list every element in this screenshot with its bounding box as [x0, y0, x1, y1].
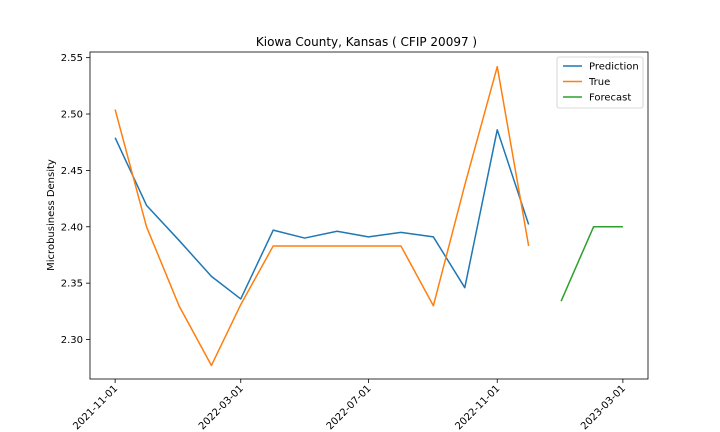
legend-label-true: True [588, 77, 610, 88]
x-axis: 2021-11-01 2022-03-01 2022-07-01 2022-11-01… [71, 379, 628, 432]
legend-box [556, 56, 644, 109]
y-tick-label: 2.35 [61, 279, 83, 290]
x-tick-label: 2022-07-01 [325, 383, 374, 432]
y-axis-label: Microbusiness Density [46, 159, 57, 271]
series-line-forecast [560, 226, 623, 302]
y-axis: 2.30 2.35 2.40 2.45 2.50 2.55 [61, 53, 90, 346]
series-line-prediction [114, 129, 530, 300]
plot-frame [89, 51, 649, 380]
series-line-true [114, 65, 530, 367]
y-tick-label: 2.30 [61, 335, 83, 346]
x-tick-label: 2021-11-01 [71, 383, 120, 432]
x-tick-label: 2022-11-01 [453, 383, 502, 432]
y-tick-label: 2.50 [61, 110, 83, 121]
legend-label-prediction: Prediction [589, 62, 639, 73]
y-tick-label: 2.55 [61, 53, 83, 64]
x-tick-label: 2023-03-01 [579, 383, 628, 432]
legend-label-forecast: Forecast [589, 93, 631, 104]
plot-area [89, 51, 649, 380]
y-tick-label: 2.40 [61, 222, 83, 233]
y-tick-label: 2.45 [61, 166, 83, 177]
chart-title: Kiowa County, Kansas ( CFIP 20097 ) [256, 35, 477, 49]
legend: Prediction True Forecast [556, 56, 644, 109]
x-tick-label: 2022-03-01 [197, 383, 246, 432]
